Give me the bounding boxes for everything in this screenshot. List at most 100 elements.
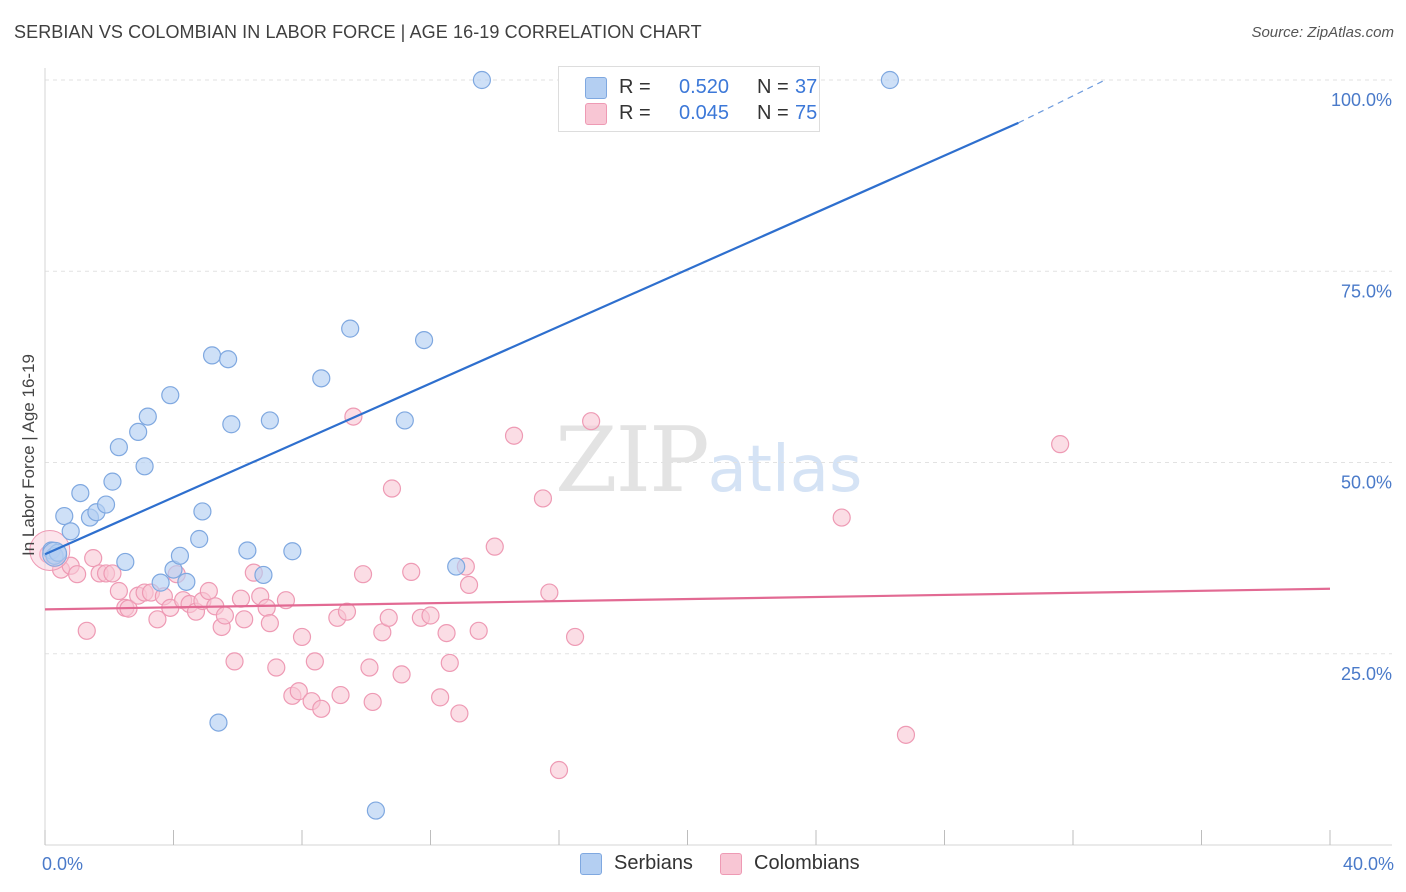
watermark-zip: ZIP bbox=[555, 408, 710, 513]
colombians-point-5 bbox=[77, 621, 96, 640]
serbians-point-16 bbox=[161, 386, 180, 405]
colombians-point-33 bbox=[257, 598, 276, 617]
serbians-r-label: R = bbox=[619, 76, 651, 98]
serbians-point-20 bbox=[190, 529, 209, 549]
y-axis-label: In Labor Force | Age 16-19 bbox=[19, 354, 38, 556]
serbians-point-25 bbox=[222, 415, 241, 434]
serbians-legend-swatch bbox=[580, 853, 602, 875]
x-tick-label-end: 40.0% bbox=[1343, 854, 1394, 874]
serbians-point-23 bbox=[209, 713, 228, 732]
colombians-point-58 bbox=[440, 653, 459, 673]
colombians-swatch bbox=[585, 103, 607, 125]
colombians-point-51 bbox=[379, 608, 398, 627]
colombians-point-38 bbox=[289, 682, 308, 701]
colombians-point-57 bbox=[437, 623, 456, 643]
colombians-point-4 bbox=[68, 565, 87, 584]
colombians-point-42 bbox=[312, 699, 331, 718]
colombians-point-44 bbox=[331, 685, 350, 705]
colombians-point-62 bbox=[469, 621, 488, 640]
serbians-point-11 bbox=[116, 552, 135, 572]
colombians-point-71 bbox=[832, 508, 851, 527]
serbians-point-24 bbox=[219, 350, 238, 369]
colombians-legend-swatch bbox=[720, 853, 742, 875]
trend-lines bbox=[44, 79, 1331, 611]
serbians-point-34 bbox=[414, 331, 434, 350]
serbians-point-21 bbox=[193, 502, 212, 521]
colombians-point-24 bbox=[199, 581, 218, 601]
serbians-point-8 bbox=[96, 495, 116, 514]
colombians-point-73 bbox=[1051, 435, 1070, 454]
colombians-point-41 bbox=[305, 652, 324, 671]
serbians-point-14 bbox=[138, 407, 157, 426]
serbians-point-19 bbox=[177, 572, 196, 591]
serbians-point-37 bbox=[880, 70, 899, 90]
series-legend: Serbians Colombians bbox=[0, 852, 1406, 878]
serbians-point-27 bbox=[254, 565, 273, 585]
serbians-point-36 bbox=[472, 70, 491, 90]
serbians-r-value: 0.520 bbox=[679, 76, 730, 98]
x-tick-label-start: 0.0% bbox=[42, 854, 83, 874]
colombians-point-61 bbox=[459, 575, 479, 595]
colombians-point-47 bbox=[353, 565, 373, 584]
colombians-point-55 bbox=[421, 606, 440, 625]
serbians-legend-label: Serbians bbox=[614, 852, 693, 874]
colombians-point-72 bbox=[896, 725, 916, 744]
watermark-atlas: atlas bbox=[707, 433, 863, 507]
colombians-point-68 bbox=[549, 760, 569, 780]
serbians-trend-extension bbox=[1018, 79, 1106, 124]
colombians-point-34 bbox=[260, 614, 279, 633]
serbians-point-22 bbox=[202, 346, 222, 365]
colombians-point-70 bbox=[582, 412, 601, 431]
colombians-r-value: 0.045 bbox=[679, 102, 730, 124]
serbians-point-35 bbox=[447, 557, 466, 576]
colombians-r-label: R = bbox=[619, 102, 651, 124]
colombians-point-64 bbox=[504, 426, 524, 445]
serbians-point-30 bbox=[312, 369, 331, 388]
colombians-point-59 bbox=[450, 704, 469, 723]
colombians-point-52 bbox=[392, 665, 411, 684]
serbians-point-12 bbox=[129, 422, 148, 441]
serbians-swatch bbox=[585, 77, 607, 99]
colombians-point-29 bbox=[231, 589, 251, 608]
serbians-point-31 bbox=[341, 319, 360, 338]
source-credit: Source: ZipAtlas.com bbox=[1251, 24, 1394, 41]
axes bbox=[44, 68, 1392, 846]
watermark: ZIPatlas bbox=[555, 408, 862, 513]
colombians-point-63 bbox=[485, 537, 504, 556]
axis-labels: 25.0% 50.0% 75.0% 100.0% 0.0% 40.0% In Labor F… bbox=[19, 90, 1394, 874]
serbians-n-label: N = bbox=[757, 76, 789, 98]
colombians-point-10 bbox=[109, 581, 128, 601]
y-tick-label-100: 100.0% bbox=[1331, 90, 1392, 110]
serbians-point-13 bbox=[135, 457, 154, 476]
serbians-point-18 bbox=[170, 546, 190, 565]
serbians-point-26 bbox=[238, 541, 257, 560]
chart-title: SERBIAN VS COLOMBIAN IN LABOR FORCE | AG… bbox=[14, 22, 702, 42]
y-tick-label-75: 75.0% bbox=[1341, 281, 1392, 301]
colombians-point-39 bbox=[292, 627, 312, 647]
colombians-points bbox=[29, 407, 1070, 780]
colombians-trend-line bbox=[44, 587, 1331, 611]
colombians-point-45 bbox=[337, 602, 357, 621]
colombians-point-53 bbox=[402, 562, 421, 581]
serbians-point-10 bbox=[109, 438, 128, 457]
serbians-point-5 bbox=[71, 484, 90, 503]
serbians-point-9 bbox=[103, 472, 122, 491]
colombians-point-56 bbox=[431, 688, 450, 707]
serbians-point-29 bbox=[283, 542, 302, 561]
colombians-point-16 bbox=[148, 610, 167, 629]
colombians-point-35 bbox=[267, 658, 286, 677]
serbians-n-value: 37 bbox=[795, 76, 818, 98]
colombians-point-65 bbox=[382, 479, 402, 498]
y-tick-label-50: 50.0% bbox=[1341, 473, 1392, 493]
colombians-n-label: N = bbox=[757, 102, 789, 124]
colombians-point-28 bbox=[225, 652, 244, 671]
colombians-n-value: 75 bbox=[795, 102, 818, 124]
serbians-point-3 bbox=[55, 506, 74, 526]
serbians-point-28 bbox=[260, 411, 279, 430]
serbians-point-32 bbox=[366, 801, 385, 820]
colombians-legend-label: Colombians bbox=[754, 852, 860, 874]
correlation-legend: R = 0.520 N = 37 R = 0.045 N = 75 bbox=[558, 66, 820, 132]
colombians-point-48 bbox=[360, 658, 379, 677]
colombians-point-30 bbox=[235, 610, 254, 629]
